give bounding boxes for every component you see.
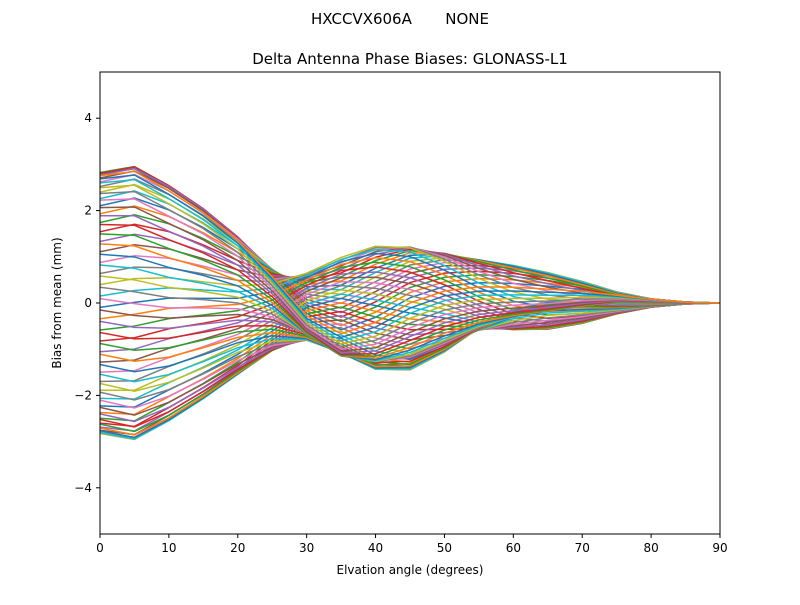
x-tick-label: 60	[506, 541, 521, 555]
y-tick-label: −4	[74, 481, 92, 495]
axis-ticks: 0 10 20 30 40 50 60 70 80 90 −4 −2 0 2 4	[74, 111, 727, 555]
x-tick-label: 50	[437, 541, 452, 555]
y-tick-label: 2	[84, 204, 92, 218]
x-tick-label: 0	[96, 541, 104, 555]
chart-title: Delta Antenna Phase Biases: GLONASS-L1	[252, 50, 568, 68]
series-line	[100, 302, 720, 439]
series-line	[100, 174, 720, 339]
chart-suptitle: HXCCVX606A NONE	[311, 10, 489, 28]
x-tick-label: 40	[368, 541, 383, 555]
x-tick-label: 90	[712, 541, 727, 555]
x-tick-label: 10	[161, 541, 176, 555]
y-tick-label: 4	[84, 111, 92, 125]
x-tick-label: 80	[643, 541, 658, 555]
x-tick-label: 30	[299, 541, 314, 555]
x-tick-label: 70	[575, 541, 590, 555]
series-line	[100, 178, 720, 342]
x-tick-label: 20	[230, 541, 245, 555]
y-tick-label: −2	[74, 388, 92, 402]
y-tick-label: 0	[84, 296, 92, 310]
series-line	[100, 190, 720, 348]
y-axis-label: Bias from mean (mm)	[50, 237, 64, 368]
series-line	[100, 184, 720, 345]
x-axis-label: Elvation angle (degrees)	[337, 563, 484, 577]
series-lines	[100, 165, 720, 441]
series-line	[100, 198, 720, 350]
series-line	[100, 170, 720, 335]
